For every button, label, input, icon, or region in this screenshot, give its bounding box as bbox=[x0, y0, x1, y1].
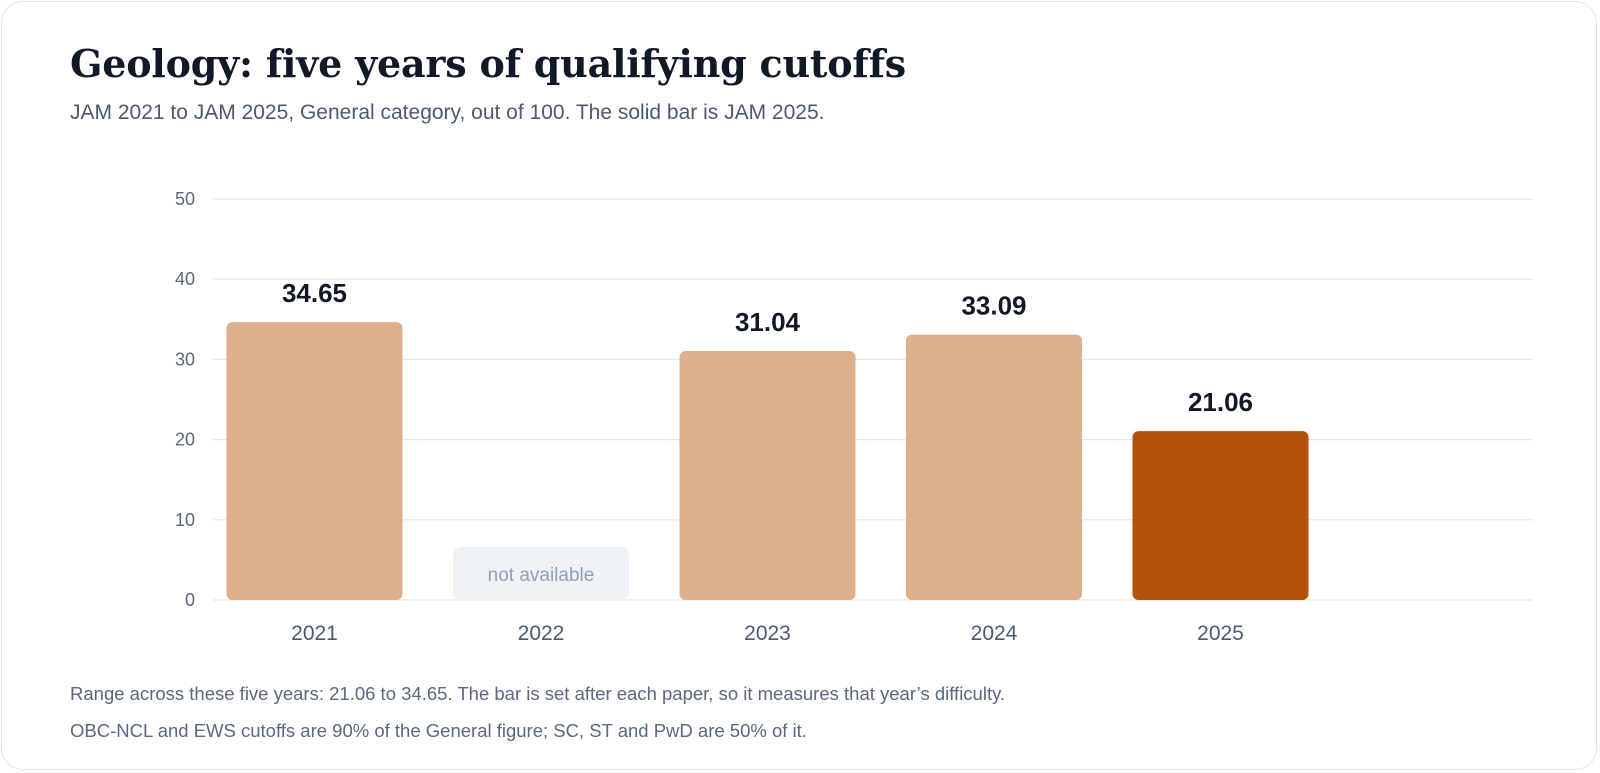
x-tick-label: 2024 bbox=[971, 622, 1018, 645]
value-label: 31.04 bbox=[735, 307, 801, 337]
bar-highlight bbox=[1132, 431, 1309, 600]
bar bbox=[679, 351, 856, 600]
x-axis-ticks: 2021 2022 2023 2024 2025 bbox=[291, 622, 1244, 645]
y-tick-label: 40 bbox=[175, 269, 195, 289]
y-tick-label: 50 bbox=[175, 189, 195, 209]
x-tick-label: 2021 bbox=[291, 622, 338, 645]
x-tick-label: 2023 bbox=[744, 622, 791, 645]
y-tick-label: 20 bbox=[175, 430, 195, 450]
y-axis-ticks: 0 10 20 30 40 50 bbox=[175, 189, 195, 610]
range-note: Range across these five years: 21.06 to … bbox=[70, 683, 1006, 704]
y-tick-label: 0 bbox=[185, 590, 195, 610]
not-available-label: not available bbox=[488, 565, 595, 586]
value-label: 34.65 bbox=[282, 278, 347, 308]
y-tick-label: 30 bbox=[175, 349, 195, 369]
gridlines bbox=[213, 198, 1533, 601]
x-tick-label: 2025 bbox=[1197, 622, 1244, 645]
value-label: 21.06 bbox=[1188, 387, 1253, 417]
x-tick-label: 2022 bbox=[518, 622, 565, 645]
bars bbox=[226, 322, 1309, 600]
value-label: 33.09 bbox=[961, 291, 1026, 321]
not-available-placeholder bbox=[453, 547, 629, 600]
chart-title: Geology: five years of qualifying cutoff… bbox=[70, 41, 906, 86]
chart-subtitle: JAM 2021 to JAM 2025, General category, … bbox=[70, 101, 825, 124]
bar bbox=[226, 322, 403, 600]
category-note: OBC-NCL and EWS cutoffs are 90% of the G… bbox=[70, 720, 807, 741]
bar bbox=[906, 334, 1082, 600]
y-tick-label: 10 bbox=[175, 510, 195, 530]
value-labels: 34.65 not available 31.04 33.09 21.06 bbox=[282, 278, 1253, 586]
